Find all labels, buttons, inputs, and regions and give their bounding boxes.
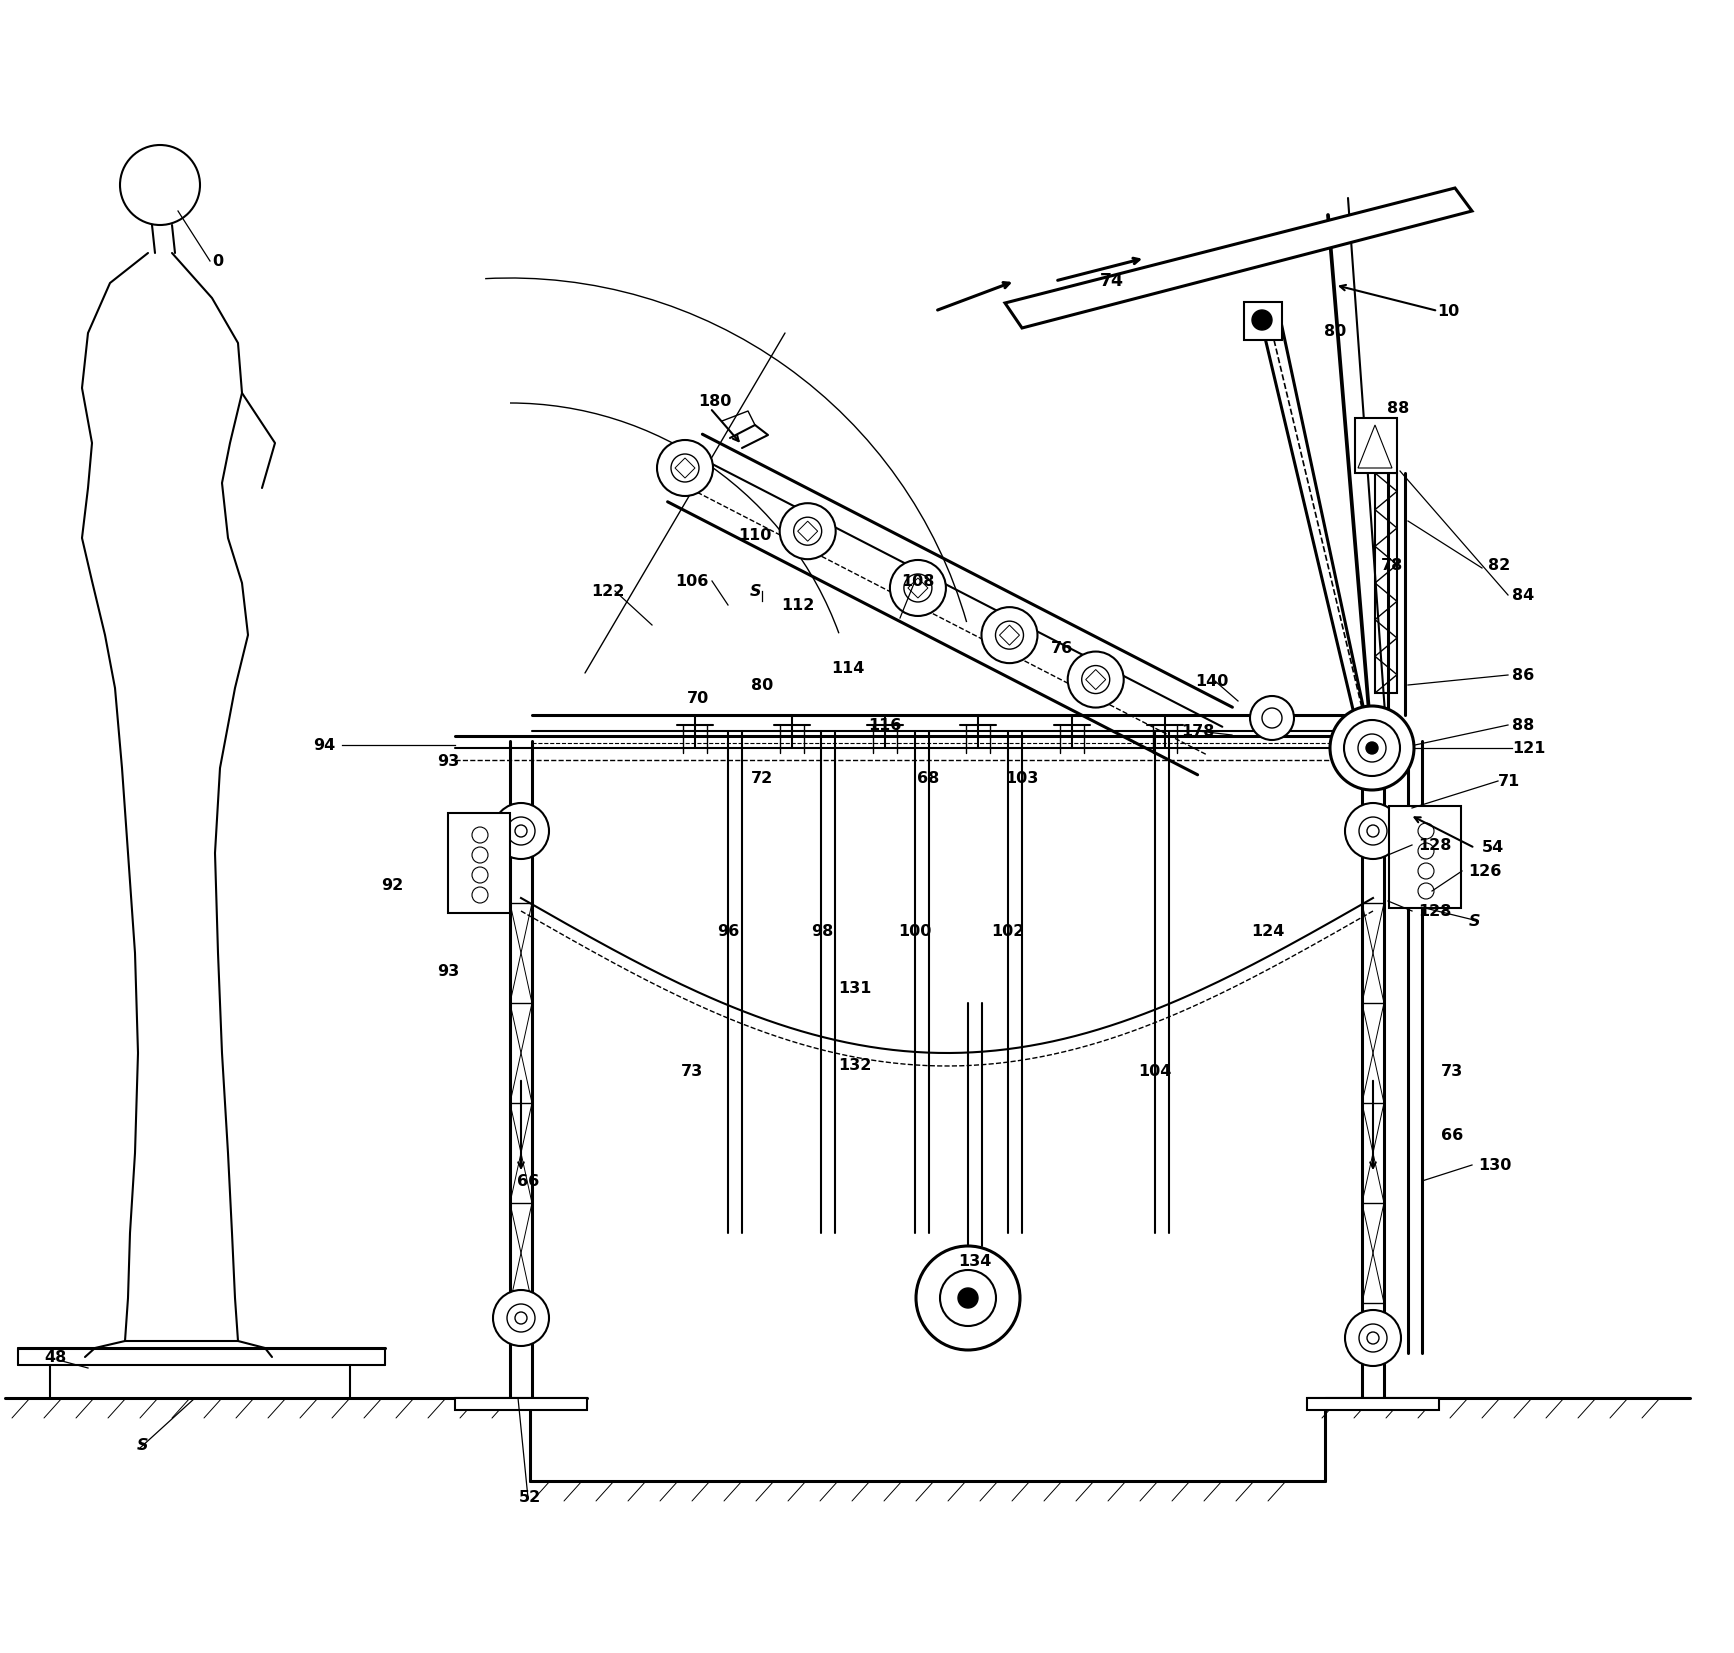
Bar	[1307, 1398, 1439, 1410]
Text: 88: 88	[1512, 717, 1535, 732]
Text: 80: 80	[751, 678, 773, 693]
Text: 124: 124	[1252, 924, 1285, 939]
Text: 80: 80	[1323, 324, 1346, 339]
Text: 126: 126	[1469, 863, 1502, 878]
Text: 110: 110	[739, 527, 772, 542]
Text: 73: 73	[681, 1063, 702, 1078]
Text: 72: 72	[751, 770, 773, 785]
Text: 131: 131	[838, 980, 872, 995]
Text: 128: 128	[1418, 904, 1451, 919]
Text: 128: 128	[1418, 838, 1451, 853]
Bar	[1389, 807, 1462, 907]
Text: 48: 48	[43, 1351, 66, 1365]
Text: 54: 54	[1483, 840, 1505, 856]
Text: 178: 178	[1181, 724, 1216, 739]
Text: 102: 102	[992, 924, 1025, 939]
Text: 112: 112	[782, 597, 815, 613]
Circle shape	[957, 1288, 978, 1308]
Text: 78: 78	[1380, 557, 1403, 572]
Text: 82: 82	[1488, 557, 1510, 572]
Bar	[1243, 302, 1281, 341]
Circle shape	[1346, 1309, 1401, 1365]
Text: 114: 114	[831, 661, 865, 676]
Text: 96: 96	[716, 924, 739, 939]
Text: 86: 86	[1512, 668, 1535, 683]
Text: 130: 130	[1477, 1157, 1512, 1172]
Bar	[1354, 418, 1398, 473]
Text: 121: 121	[1512, 741, 1545, 755]
Text: 68: 68	[917, 770, 940, 785]
Text: 116: 116	[869, 717, 902, 732]
Text: 140: 140	[1195, 673, 1229, 689]
Circle shape	[981, 607, 1037, 663]
Text: 132: 132	[838, 1058, 872, 1073]
Text: 66: 66	[1441, 1127, 1463, 1142]
Text: 66: 66	[517, 1174, 539, 1189]
Circle shape	[492, 803, 550, 860]
Circle shape	[1068, 651, 1124, 707]
Circle shape	[916, 1246, 1020, 1351]
Text: 73: 73	[1441, 1063, 1463, 1078]
Text: S: S	[749, 584, 761, 598]
Text: 93: 93	[437, 964, 460, 979]
Circle shape	[657, 440, 713, 496]
Text: 88: 88	[1387, 400, 1410, 415]
Text: S: S	[1469, 914, 1481, 929]
Circle shape	[1250, 696, 1294, 741]
Text: 100: 100	[898, 924, 931, 939]
Circle shape	[1346, 803, 1401, 860]
Text: 52: 52	[518, 1491, 541, 1506]
Text: 134: 134	[959, 1253, 992, 1268]
Text: 0: 0	[213, 253, 224, 268]
Text: 103: 103	[1006, 770, 1039, 785]
Text: 76: 76	[1051, 640, 1073, 656]
Text: 71: 71	[1498, 774, 1521, 788]
Text: 94: 94	[312, 737, 335, 752]
Text: 106: 106	[675, 574, 709, 588]
Text: 84: 84	[1512, 587, 1535, 602]
Text: 74: 74	[1099, 273, 1124, 289]
Text: 10: 10	[1437, 304, 1458, 319]
Polygon shape	[1006, 188, 1472, 327]
Text: 93: 93	[437, 754, 460, 769]
Bar	[1375, 473, 1398, 693]
Bar	[447, 813, 510, 912]
Text: S: S	[137, 1438, 147, 1453]
Text: 104: 104	[1138, 1063, 1172, 1078]
Circle shape	[890, 560, 947, 617]
Bar	[454, 1398, 588, 1410]
Text: 108: 108	[902, 574, 935, 588]
Circle shape	[1366, 742, 1379, 754]
Text: 70: 70	[687, 691, 709, 706]
Text: 92: 92	[381, 878, 402, 893]
Text: 180: 180	[699, 393, 732, 408]
Text: 122: 122	[591, 584, 624, 598]
Circle shape	[492, 1289, 550, 1346]
Circle shape	[1252, 311, 1273, 331]
Circle shape	[1330, 706, 1413, 790]
Circle shape	[780, 503, 836, 559]
Text: 98: 98	[812, 924, 832, 939]
